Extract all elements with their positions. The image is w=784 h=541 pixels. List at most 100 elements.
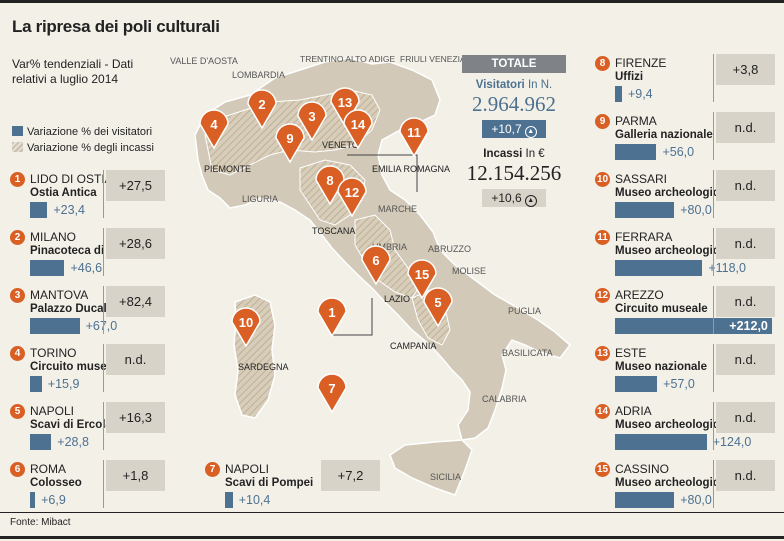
title-bar: La ripresa dei poli culturali <box>0 0 784 43</box>
label-marche: MARCHE <box>378 204 417 214</box>
site-name: Museo archeologico <box>615 187 727 199</box>
map-pin-8: 8 <box>315 165 345 206</box>
site-name: Scavi di Ercolano <box>30 419 126 431</box>
site-number-badge: 6 <box>10 462 25 477</box>
pin-marker-icon <box>330 87 360 128</box>
card-separator <box>103 460 104 508</box>
site-name: Ostia Antica <box>30 187 97 199</box>
card-separator <box>713 54 714 102</box>
visitors-bar <box>30 318 80 334</box>
site-city: ROMA <box>30 462 66 476</box>
revenue-box: n.d. <box>716 286 775 317</box>
pin-marker-icon <box>317 297 347 338</box>
connector-ferrara <box>347 154 418 192</box>
site-number-badge: 8 <box>595 56 610 71</box>
revenue-var: +10,6 <box>491 191 522 205</box>
label-abruzzo: ABRUZZO <box>428 244 471 254</box>
site-card: 9 PARMA Galleria nazionale +56,0 n.d. <box>595 112 775 164</box>
site-number-badge: 9 <box>595 114 610 129</box>
totals-header: TOTALE <box>462 55 566 73</box>
italy-map: VALLE D'AOSTA LOMBARDIA TRENTINO ALTO AD… <box>170 54 572 496</box>
visitors-value: +9,4 <box>627 87 653 101</box>
pin-marker-icon <box>297 101 327 142</box>
card-separator <box>713 228 714 276</box>
footer-divider <box>0 512 784 513</box>
site-city: CASSINO <box>615 462 670 476</box>
revenue-box: n.d. <box>716 344 775 375</box>
label-umbria: UMBRIA <box>372 242 407 252</box>
site-city: TORINO <box>30 346 77 360</box>
label-basilicata: BASILICATA <box>502 348 553 358</box>
label-molise: MOLISE <box>452 266 486 276</box>
label-liguria: LIGURIA <box>242 194 278 204</box>
legend-swatch-revenue <box>12 142 23 152</box>
site-city: NAPOLI <box>225 462 270 476</box>
visitors-value: +56,0 <box>662 145 695 159</box>
page-subtitle: Var% tendenziali - Dati relativi a lugli… <box>12 57 134 86</box>
label-sardegna: SARDEGNA <box>238 362 289 372</box>
visitors-bar <box>30 260 65 276</box>
card-separator <box>103 228 104 276</box>
label-calabria: CALABRIA <box>482 394 527 404</box>
pin-marker-icon <box>275 123 305 164</box>
visitors-value: +67,0 <box>85 319 118 333</box>
visitors-bar <box>615 202 675 218</box>
site-name: Museo archeologico <box>615 245 727 257</box>
site-card: 15 CASSINO Museo archeologico +80,0 n.d. <box>595 460 775 512</box>
site-city: ESTE <box>615 346 647 360</box>
map-pin-13: 13 <box>330 87 360 128</box>
visitors-value: +57,0 <box>663 377 695 391</box>
card-separator <box>713 286 714 334</box>
revenue-box: n.d. <box>106 344 165 375</box>
map-pin-1: 1 <box>317 297 347 338</box>
label-veneto: VENETO <box>322 140 359 150</box>
site-name: Palazzo Ducale <box>30 303 114 315</box>
site-card: 13 ESTE Museo nazionale +57,0 n.d. <box>595 344 775 396</box>
site-number-badge: 3 <box>10 288 25 303</box>
revenue-box: n.d. <box>716 402 775 433</box>
pin-marker-icon <box>199 109 229 150</box>
revenue-box: n.d. <box>716 170 775 201</box>
site-city: ADRIA <box>615 404 652 418</box>
revenue-box: n.d. <box>716 228 775 259</box>
visitors-value: +212,0 <box>729 319 768 333</box>
site-card: 1 LIDO DI OSTIA Ostia Antica +23,4 +27,5 <box>10 170 165 222</box>
map-pin-2: 2 <box>247 89 277 130</box>
page-title: La ripresa dei poli culturali <box>12 17 220 36</box>
pin-marker-icon <box>315 165 345 206</box>
pin-marker-icon <box>317 373 347 414</box>
visitors-value: +6,9 <box>41 493 66 507</box>
pin-number: 15 <box>415 267 429 282</box>
site-name: Galleria nazionale <box>615 129 713 141</box>
totals-panel: TOTALE Visitatori In N. 2.964.962 +10,7 ▲… <box>462 55 566 207</box>
map-pin-7: 7 <box>317 373 347 414</box>
pin-marker-icon <box>231 307 261 348</box>
map-pin-6: 6 <box>361 245 391 286</box>
map-pin-9: 9 <box>275 123 305 164</box>
pin-marker-icon <box>247 89 277 130</box>
map-pin-5: 5 <box>423 287 453 328</box>
visitors-value: +80,0 <box>680 493 712 507</box>
up-arrow-icon: ▲ <box>524 126 537 138</box>
label-piemonte: PIEMONTE <box>204 164 251 174</box>
visitors-value: +124,0 <box>712 435 752 449</box>
pin-marker-icon <box>407 259 437 300</box>
card-separator <box>713 344 714 392</box>
site-number-badge: 7 <box>205 462 220 477</box>
site-name: Museo archeologico <box>615 477 727 489</box>
visitors-label-line: Visitatori In N. <box>462 79 566 91</box>
pin-number: 12 <box>345 185 359 200</box>
revenue-box: +82,4 <box>106 286 165 317</box>
revenue-box: n.d. <box>716 460 775 491</box>
visitors-value: +15,9 <box>47 377 80 391</box>
up-arrow-icon: ▲ <box>524 195 537 207</box>
visitors-unit: In N. <box>527 79 553 91</box>
site-name: Scavi di Pompei <box>225 477 314 489</box>
visitors-bar <box>615 260 703 276</box>
label-emilia: EMILIA ROMAGNA <box>372 164 450 174</box>
pin-number: 11 <box>407 125 421 140</box>
pin-number: 9 <box>286 131 293 146</box>
site-city: FIRENZE <box>615 56 667 70</box>
site-number-badge: 11 <box>595 230 610 245</box>
card-separator <box>103 344 104 392</box>
